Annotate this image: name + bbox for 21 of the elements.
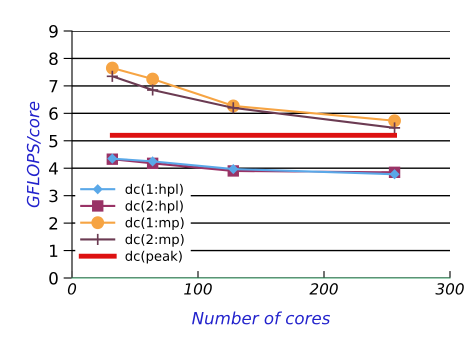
y-tick-label: 1 — [50, 244, 58, 257]
legend-label: dc(peak) — [126, 250, 182, 264]
y-tick-label: 4 — [49, 162, 58, 175]
legend-label: dc(2:mp) — [126, 234, 184, 247]
y-tick-label: 8 — [49, 52, 58, 66]
y-tick-label: 2 — [49, 217, 58, 230]
y-tick-label: 5 — [49, 134, 58, 148]
x-tick-label: 300 — [435, 283, 464, 295]
y-tick-label: 3 — [49, 190, 58, 202]
y-tick-label: 9 — [49, 24, 58, 38]
x-tick-label: 100 — [184, 283, 212, 295]
y-tick-label: 6 — [49, 107, 58, 120]
x-tick-label: 0 — [68, 283, 76, 295]
legend-label: dc(2:hpl) — [126, 200, 183, 214]
y-axis-title: GFLOPS/core — [26, 102, 41, 208]
y-tick-label: 7 — [50, 80, 58, 92]
x-axis-title: Number of cores — [192, 312, 330, 324]
legend-label: dc(1:mp) — [126, 217, 184, 230]
x-tick-label: 200 — [309, 283, 338, 295]
legend-label: dc(1:hpl) — [126, 184, 183, 197]
y-tick-label: 0 — [49, 272, 58, 285]
